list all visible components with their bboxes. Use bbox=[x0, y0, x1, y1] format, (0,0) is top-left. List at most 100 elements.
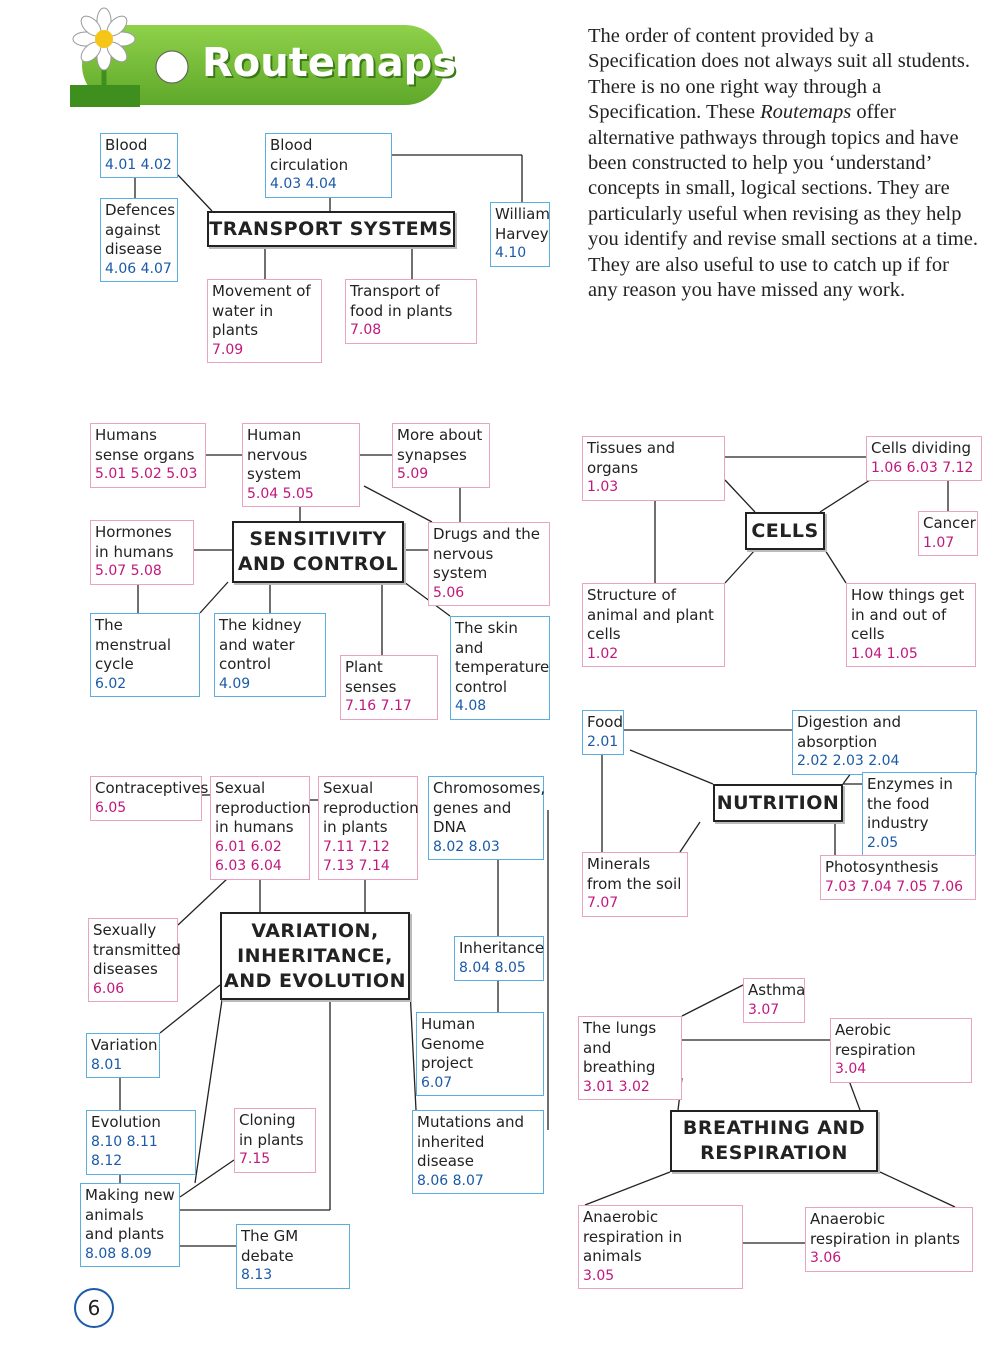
node-label: Evolution bbox=[91, 1113, 161, 1131]
node-label: Enzymes in the food industry bbox=[867, 775, 953, 832]
topic-node: More about synapses 5.09 bbox=[392, 423, 490, 488]
node-label: Photosynthesis bbox=[825, 858, 939, 876]
node-codes: 2.02 2.03 2.04 bbox=[797, 753, 900, 769]
node-label: Sexual reproduction in plants bbox=[323, 779, 419, 836]
node-label: Food bbox=[587, 713, 623, 731]
node-codes: 8.10 8.11 8.12 bbox=[91, 1133, 158, 1170]
node-codes: 7.16 7.17 bbox=[345, 698, 412, 714]
node-codes: 8.06 8.07 bbox=[417, 1172, 484, 1189]
node-codes: 2.01 bbox=[587, 733, 619, 750]
node-label: Cancer bbox=[923, 514, 976, 532]
topic-node: Asthma 3.07 bbox=[743, 978, 805, 1023]
node-label: Blood circulation bbox=[270, 136, 349, 174]
topic-node: Making new animals and plants 8.08 8.09 bbox=[80, 1183, 180, 1267]
topic-node: Blood circulation 4.03 4.04 bbox=[265, 133, 392, 198]
topic-node: Human nervous system 5.04 5.05 bbox=[242, 423, 360, 507]
node-label: More about synapses bbox=[397, 426, 483, 464]
topic-node: How things get in and out of cells 1.04 1… bbox=[846, 583, 976, 667]
node-label: Structure of animal and plant cells bbox=[587, 586, 714, 643]
topic-node: Minerals from the soil 7.07 bbox=[582, 852, 688, 917]
node-label: Defences against disease bbox=[105, 201, 176, 258]
topic-title: NUTRITION bbox=[713, 784, 843, 822]
node-codes: 5.06 bbox=[433, 584, 465, 601]
topic-title: TRANSPORT SYSTEMS bbox=[207, 211, 455, 247]
node-codes: 2.05 bbox=[867, 834, 899, 851]
node-label: Hormones in humans bbox=[95, 523, 174, 561]
intro-text-part: The order of content provided by a Speci… bbox=[588, 25, 971, 124]
topic-node: Digestion and absorption 2.02 2.03 2.04 bbox=[792, 710, 977, 775]
intro-text-part: offer alternative pathways through topic… bbox=[588, 101, 978, 302]
connector bbox=[819, 479, 871, 513]
connector bbox=[179, 1159, 235, 1198]
node-codes: 4.03 4.04 bbox=[270, 176, 337, 192]
connector bbox=[724, 549, 756, 584]
topic-node: Inheritance 8.04 8.05 bbox=[454, 936, 544, 981]
intro-text-italic: Routemaps bbox=[760, 101, 852, 124]
node-label: Aerobic respiration bbox=[835, 1021, 916, 1059]
topic-node: Hormones in humans 5.07 5.08 bbox=[90, 520, 194, 585]
node-label: Digestion and absorption bbox=[797, 713, 902, 751]
node-label: Sexually transmitted diseases bbox=[93, 921, 181, 978]
node-codes: 8.08 8.09 bbox=[85, 1245, 152, 1262]
node-codes: 7.15 bbox=[239, 1151, 271, 1167]
node-codes: 3.07 bbox=[748, 1001, 780, 1018]
topic-node: Sexually transmitted diseases 6.06 bbox=[88, 918, 181, 1002]
topic-node: William Harvey 4.10 bbox=[490, 202, 550, 267]
connector bbox=[403, 581, 451, 617]
node-codes: 6.02 bbox=[95, 675, 127, 692]
node-codes: 5.09 bbox=[397, 466, 429, 482]
node-codes: 6.06 bbox=[93, 980, 125, 997]
node-codes: 7.11 7.12 7.13 7.14 bbox=[323, 838, 390, 875]
topic-node: Anaerobic respiration in animals 3.05 bbox=[578, 1205, 743, 1289]
node-label: Sexual reproduction in humans bbox=[215, 779, 311, 836]
topic-node: Aerobic respiration 3.04 bbox=[830, 1018, 972, 1083]
topic-node: Anaerobic respiration in plants 3.06 bbox=[805, 1207, 973, 1272]
topic-node: Cloning in plants 7.15 bbox=[234, 1108, 316, 1173]
node-label: Making new animals and plants bbox=[85, 1186, 175, 1243]
node-codes: 7.09 bbox=[212, 341, 244, 358]
topic-node: Blood 4.01 4.02 bbox=[100, 133, 178, 178]
node-codes: 6.05 bbox=[95, 799, 127, 816]
topic-node: Contraceptives 6.05 bbox=[90, 776, 209, 821]
node-codes: 5.04 5.05 bbox=[247, 485, 314, 502]
connector bbox=[879, 1171, 956, 1208]
topic-node: The GM debate 8.13 bbox=[236, 1224, 350, 1289]
node-label: Drugs and the nervous system bbox=[433, 525, 540, 582]
node-label: Inheritance bbox=[459, 939, 545, 957]
node-label: Contraceptives bbox=[95, 779, 209, 797]
connector bbox=[679, 821, 701, 853]
page-number: 6 bbox=[74, 1288, 114, 1328]
node-label: The GM debate bbox=[241, 1227, 299, 1265]
node-codes: 7.03 7.04 7.05 7.06 bbox=[825, 878, 964, 895]
topic-title: CELLS bbox=[745, 512, 825, 550]
page-title: Routemaps bbox=[202, 40, 457, 86]
node-codes: 5.07 5.08 bbox=[95, 563, 162, 579]
node-codes: 4.01 4.02 bbox=[105, 156, 172, 173]
node-codes: 6.01 6.02 6.03 6.04 bbox=[215, 838, 282, 875]
topic-node: The lungs and breathing 3.01 3.02 bbox=[578, 1016, 682, 1100]
node-label: Transport of food in plants bbox=[350, 282, 453, 320]
topic-node: Tissues and organs 1.03 bbox=[582, 436, 725, 501]
topic-title: VARIATION, INHERITANCE, AND EVOLUTION bbox=[220, 912, 410, 1000]
topic-node: Human Genome project 6.07 bbox=[416, 1012, 544, 1096]
connector bbox=[159, 984, 221, 1034]
connector bbox=[681, 984, 744, 1017]
node-codes: 8.02 8.03 bbox=[433, 838, 500, 855]
topic-node: Food 2.01 bbox=[582, 710, 624, 755]
node-label: Movement of water in plants bbox=[212, 282, 311, 339]
node-codes: 1.03 bbox=[587, 479, 619, 495]
node-codes: 4.09 bbox=[219, 675, 251, 692]
connector bbox=[363, 485, 433, 523]
node-codes: 8.04 8.05 bbox=[459, 959, 526, 976]
connector bbox=[194, 999, 223, 1184]
connector bbox=[177, 174, 213, 212]
node-codes: 4.10 bbox=[495, 245, 527, 261]
connector bbox=[177, 877, 229, 926]
node-label: Blood bbox=[105, 136, 148, 154]
node-label: Cloning in plants bbox=[239, 1111, 304, 1149]
node-label: Anaerobic respiration in animals bbox=[583, 1208, 683, 1265]
node-codes: 5.01 5.02 5.03 bbox=[95, 466, 198, 482]
topic-node: Sexual reproduction in humans 6.01 6.02 6… bbox=[210, 776, 311, 880]
node-label: Variation bbox=[91, 1036, 158, 1054]
